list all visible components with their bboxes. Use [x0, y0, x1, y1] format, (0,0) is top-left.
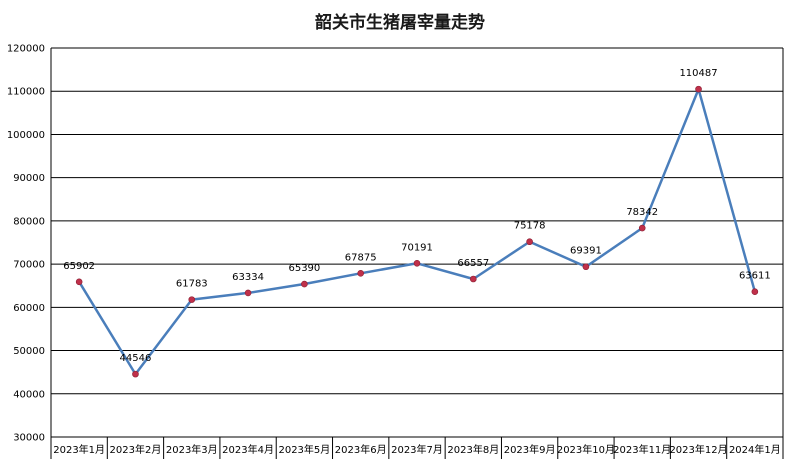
- data-point: [188, 296, 196, 303]
- data-point: [526, 238, 533, 246]
- data-point: [751, 288, 759, 296]
- data-point: [75, 278, 83, 286]
- y-tick-label: 80000: [13, 216, 45, 227]
- x-tick-label: 2023年11月: [613, 443, 671, 456]
- data-point: [582, 263, 590, 271]
- data-label: 65902: [63, 261, 95, 272]
- x-tick-label: 2023年8月: [447, 443, 499, 456]
- chart-title: 韶关市生猪屠宰量走势: [315, 13, 485, 33]
- data-point: [470, 275, 477, 283]
- x-tick-label: 2023年10月: [557, 443, 615, 456]
- data-label: 110487: [679, 68, 717, 79]
- x-tick-label: 2023年4月: [222, 443, 274, 456]
- data-point: [413, 259, 421, 267]
- data-label: 69391: [570, 246, 602, 257]
- y-tick-label: 110000: [7, 87, 45, 98]
- y-tick-label: 30000: [13, 433, 45, 444]
- x-tick-label: 2024年1月: [729, 443, 781, 456]
- data-label: 67875: [345, 252, 377, 263]
- data-label: 61783: [176, 279, 208, 290]
- data-point: [244, 289, 252, 297]
- data-label: 44546: [120, 353, 152, 364]
- x-tick-label: 2023年6月: [335, 443, 387, 456]
- y-tick-label: 70000: [13, 260, 45, 271]
- data-point: [132, 370, 139, 378]
- y-tick-label: 100000: [7, 130, 45, 141]
- x-tick-label: 2023年9月: [504, 443, 556, 456]
- x-tick-label: 2023年2月: [110, 443, 162, 456]
- data-point: [695, 85, 702, 93]
- data-label: 78342: [626, 207, 658, 218]
- x-tick-label: 2023年7月: [391, 443, 443, 456]
- x-tick-label: 2023年3月: [166, 443, 218, 456]
- y-tick-label: 60000: [13, 303, 45, 314]
- series-line: [78, 87, 757, 376]
- y-tick-label: 90000: [13, 173, 45, 184]
- data-point: [301, 280, 308, 288]
- data-label: 63334: [232, 272, 264, 283]
- data-label: 75178: [514, 221, 546, 232]
- x-tick-label: 2023年1月: [53, 443, 105, 456]
- x-tick-label: 2023年5月: [278, 443, 330, 456]
- data-label: 66557: [457, 258, 489, 269]
- x-tick-label: 2023年12月: [669, 443, 727, 456]
- y-tick-label: 50000: [13, 346, 45, 357]
- data-label: 65390: [288, 263, 320, 274]
- y-tick-label: 120000: [7, 44, 45, 55]
- y-tick-label: 40000: [13, 389, 45, 400]
- data-point: [357, 269, 364, 277]
- data-label: 63611: [739, 271, 771, 282]
- data-label: 70191: [401, 242, 433, 253]
- data-point: [638, 224, 646, 232]
